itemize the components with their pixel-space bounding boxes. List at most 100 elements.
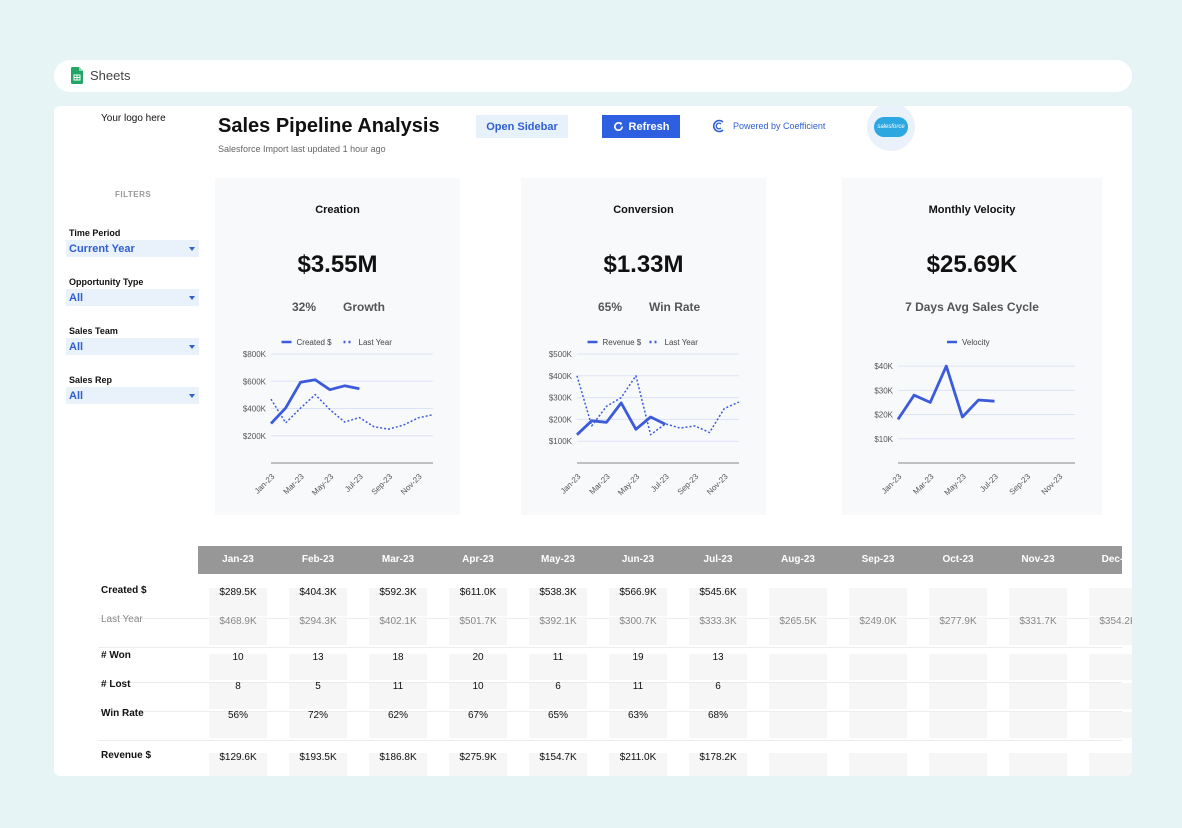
table-cell[interactable]: $566.9K — [619, 587, 657, 598]
table-cell[interactable]: 18 — [392, 652, 404, 663]
sales-team-dropdown[interactable]: All — [66, 338, 199, 355]
table-cell[interactable]: $538.3K — [539, 587, 577, 598]
x-tick-label: Jan-23 — [880, 472, 904, 496]
table-cell[interactable]: 63% — [627, 710, 648, 721]
table-cell[interactable]: 67% — [467, 710, 488, 721]
table-cell[interactable]: $277.9K — [939, 616, 977, 627]
page-title: Sales Pipeline Analysis — [218, 115, 440, 137]
table-cell[interactable]: $331.7K — [1019, 616, 1057, 627]
table-cell[interactable]: 62% — [387, 710, 408, 721]
table-cell[interactable]: $592.3K — [379, 587, 417, 598]
table-header: Jan-23 Feb-23 Mar-23 Apr-23 May-23 Jun-23 Jul-… — [198, 546, 1132, 574]
cell-background — [369, 654, 427, 680]
cell-background — [1089, 753, 1132, 776]
table-cell[interactable]: 10 — [472, 681, 484, 692]
table-cell[interactable]: 6 — [715, 681, 721, 692]
table-cell[interactable]: $211.0K — [619, 752, 657, 763]
card-title: Creation — [315, 204, 360, 216]
refresh-button[interactable]: Refresh — [602, 115, 680, 138]
table-cell[interactable]: 13 — [312, 652, 324, 663]
row-label: # Won — [101, 650, 131, 661]
table-cell[interactable]: $275.9K — [459, 752, 497, 763]
opportunity-type-dropdown[interactable]: All — [66, 289, 199, 306]
cell-background — [609, 588, 667, 616]
open-sidebar-button[interactable]: Open Sidebar — [476, 115, 568, 138]
column-header: Nov-23 — [1021, 554, 1055, 565]
table-cell[interactable]: 5 — [315, 681, 321, 692]
cell-background — [769, 654, 827, 680]
x-tick-label: May-23 — [616, 472, 642, 498]
cell-background — [769, 617, 827, 645]
x-tick-label: Jan-23 — [559, 472, 583, 496]
y-tick-label: $20K — [874, 411, 893, 420]
table-cell[interactable]: $186.8K — [379, 752, 417, 763]
cell-background — [769, 712, 827, 738]
table-cell[interactable]: 6 — [555, 681, 561, 692]
time-period-dropdown[interactable]: Current Year — [66, 240, 199, 257]
cell-background — [1009, 617, 1067, 645]
cell-background — [929, 712, 987, 738]
series-line-revenue — [576, 401, 667, 436]
table-cell[interactable]: 8 — [235, 681, 241, 692]
table-cell[interactable]: $468.9K — [219, 616, 257, 627]
refresh-label: Refresh — [628, 120, 670, 133]
column-header: Apr-23 — [462, 554, 494, 565]
table-cell[interactable]: 20 — [472, 652, 484, 663]
cell-background — [1009, 712, 1067, 738]
table-cell[interactable]: $354.2K — [1099, 616, 1132, 627]
table-cell[interactable]: $404.3K — [299, 587, 337, 598]
table-cell[interactable]: $265.5K — [779, 616, 817, 627]
table-cell[interactable]: 56% — [227, 710, 248, 721]
table-cell[interactable]: 19 — [632, 652, 644, 663]
x-tick-label: Sep-23 — [1008, 472, 1033, 497]
cell-background — [1009, 753, 1067, 776]
sales-rep-dropdown[interactable]: All — [66, 387, 199, 404]
table-cell[interactable]: $611.0K — [459, 587, 497, 598]
table-cell[interactable]: $402.1K — [379, 616, 417, 627]
table-cell[interactable]: $300.7K — [619, 616, 657, 627]
row-divider — [98, 740, 1122, 741]
table-cell[interactable]: 11 — [552, 652, 564, 663]
x-tick-label: Jul-23 — [649, 472, 671, 494]
column-header: Dec-23 — [1101, 554, 1132, 565]
cell-background — [1009, 683, 1067, 709]
powered-by-coefficient[interactable]: Powered by Coefficient — [712, 119, 825, 133]
dropdown-value: All — [69, 291, 84, 304]
table-cell[interactable]: $129.6K — [219, 752, 257, 763]
legend-item: Last Year — [649, 338, 698, 347]
table-cell[interactable]: 72% — [307, 710, 328, 721]
table-cell[interactable]: $249.0K — [859, 616, 897, 627]
table-cell[interactable]: 10 — [232, 652, 244, 663]
refresh-icon — [613, 121, 623, 132]
x-tick-label: Nov-23 — [399, 472, 424, 497]
table-cell[interactable]: $289.5K — [219, 587, 257, 598]
table-cell[interactable]: $193.5K — [299, 752, 337, 763]
table-cell[interactable]: 11 — [392, 681, 404, 692]
table-cell[interactable]: 68% — [707, 710, 728, 721]
table-cell[interactable]: $154.7K — [539, 752, 577, 763]
series-line-last-year — [576, 375, 740, 436]
cell-background — [289, 753, 347, 776]
table-cell[interactable]: 11 — [632, 681, 644, 692]
cell-background — [529, 588, 587, 616]
conversion-card: Conversion $1.33M 65% Win Rate Revenue $… — [521, 178, 766, 515]
y-tick-label: $600K — [243, 377, 267, 386]
card-value: $3.55M — [297, 251, 378, 278]
app-name: Sheets — [90, 68, 131, 83]
table-cell[interactable]: 13 — [712, 652, 724, 663]
cell-background — [689, 654, 747, 680]
y-tick-label: $400K — [549, 372, 573, 381]
logo-placeholder: Your logo here — [101, 113, 166, 124]
cell-background — [209, 753, 267, 776]
table-cell[interactable]: $545.6K — [699, 587, 737, 598]
y-tick-label: $100K — [549, 437, 573, 446]
table-cell[interactable]: $294.3K — [299, 616, 337, 627]
table-cell[interactable]: 65% — [547, 710, 568, 721]
cell-background — [849, 683, 907, 709]
table-cell[interactable]: $333.3K — [699, 616, 737, 627]
table-cell[interactable]: $392.1K — [539, 616, 577, 627]
table-cell[interactable]: $501.7K — [459, 616, 497, 627]
table-cell[interactable]: $178.2K — [699, 752, 737, 763]
x-tick-label: Jul-23 — [978, 472, 1000, 494]
cell-background — [769, 753, 827, 776]
